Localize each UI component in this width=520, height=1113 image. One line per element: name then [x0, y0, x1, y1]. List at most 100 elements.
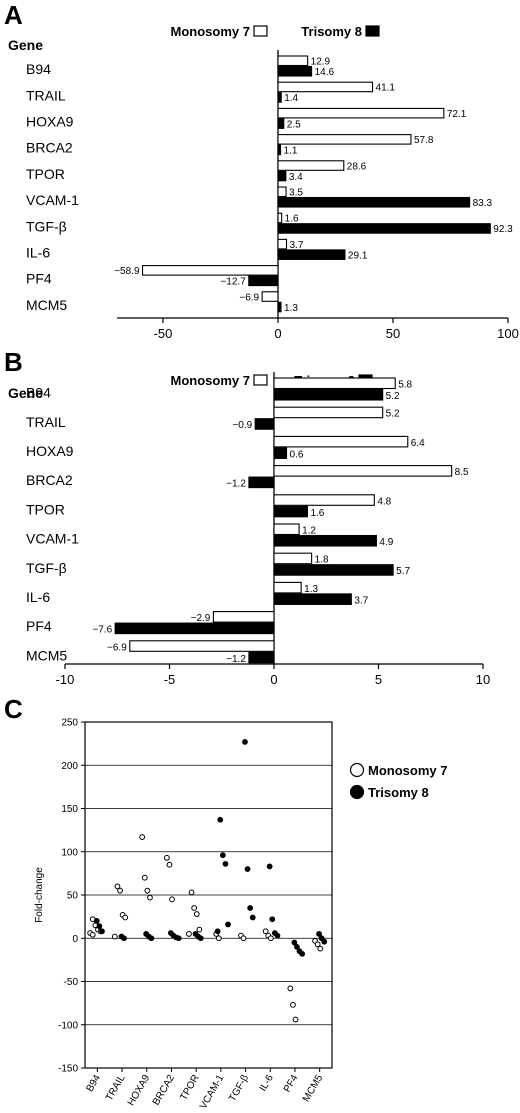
bar-trisomy — [248, 651, 275, 664]
point-trisomy — [222, 860, 229, 867]
point-trisomy — [266, 863, 273, 870]
x-tick-label: 100 — [497, 326, 519, 341]
bar-trisomy — [273, 447, 288, 459]
data-label: 6.4 — [411, 438, 425, 449]
bar-trisomy — [273, 564, 394, 576]
point-monosomy — [317, 945, 324, 952]
data-label: 41.1 — [376, 83, 396, 94]
x-tick-label: 0 — [270, 672, 277, 687]
data-label: 72.1 — [447, 109, 467, 120]
data-label: 2.5 — [287, 119, 301, 130]
point-monosomy — [147, 894, 153, 901]
data-label: −7.6 — [92, 625, 112, 636]
data-label: −6.9 — [107, 642, 127, 653]
category-label: TRAIL — [104, 1073, 128, 1103]
y-axis-label: Fold-change — [34, 867, 45, 923]
data-label: 1.2 — [302, 526, 316, 537]
y-tick-label: 100 — [61, 847, 78, 858]
gene-label: HOXA9 — [26, 114, 74, 130]
data-label: 3.7 — [354, 595, 368, 606]
gene-label: TPOR — [26, 166, 65, 182]
data-label: 4.9 — [379, 537, 393, 548]
y-tick-label: 150 — [61, 804, 78, 815]
data-label: 0.6 — [290, 449, 304, 460]
y-tick-label: 50 — [67, 891, 79, 902]
point-trisomy — [249, 914, 256, 921]
gene-label: VCAM-1 — [26, 192, 79, 208]
point-trisomy — [96, 923, 103, 930]
data-label: 1.1 — [284, 146, 298, 157]
gene-label: VCAM-1 — [26, 531, 79, 547]
bar-monosomy — [141, 265, 279, 276]
data-label: 8.5 — [455, 467, 469, 478]
gene-label: TRAIL — [26, 87, 66, 103]
point-monosomy — [191, 905, 198, 911]
data-label: 29.1 — [348, 250, 368, 261]
data-label: 5.2 — [386, 409, 400, 420]
data-label: −1.2 — [226, 654, 246, 665]
point-trisomy — [316, 931, 322, 937]
bar-trisomy — [277, 118, 285, 129]
point-monosomy — [287, 985, 294, 992]
data-label: 1.8 — [315, 555, 329, 566]
point-monosomy — [193, 911, 200, 917]
y-tick-label: 250 — [61, 718, 78, 729]
data-label: 4.8 — [377, 496, 391, 507]
y-tick-label: -100 — [58, 1020, 78, 1031]
gene-label: TRAIL — [26, 414, 66, 430]
point-trisomy — [291, 939, 298, 946]
point-trisomy — [93, 918, 100, 924]
data-label: −58.9 — [114, 266, 140, 277]
data-label: 57.8 — [414, 135, 434, 146]
gene-label: TPOR — [26, 501, 65, 517]
point-monosomy — [89, 931, 96, 938]
category-label: BRCA2 — [151, 1073, 177, 1108]
gene-header: Gene — [8, 385, 43, 401]
point-trisomy — [294, 944, 300, 950]
point-monosomy — [169, 896, 175, 903]
data-label: 5.7 — [396, 566, 410, 577]
legend-trisomy-label: Trisomy 8 — [368, 785, 429, 800]
y-tick-label: -50 — [64, 977, 79, 988]
point-trisomy — [274, 932, 281, 939]
category-label: TGF-β — [227, 1073, 251, 1104]
data-label: 83.3 — [473, 198, 493, 209]
gene-label: HOXA9 — [26, 443, 74, 459]
point-trisomy — [299, 950, 306, 957]
bar-trisomy — [114, 622, 275, 635]
point-monosomy — [314, 941, 321, 948]
data-label: 14.6 — [315, 67, 335, 78]
data-label: −12.7 — [220, 277, 246, 288]
x-tick-label: 10 — [476, 672, 490, 687]
point-monosomy — [166, 861, 173, 868]
y-tick-label: -150 — [58, 1064, 78, 1075]
category-label: IL-6 — [258, 1073, 276, 1094]
legend-monosomy-swatch — [253, 374, 268, 386]
bar-trisomy — [273, 534, 377, 547]
data-label: 3.5 — [289, 188, 303, 199]
bar-monosomy — [277, 160, 345, 171]
bar-trisomy — [248, 275, 279, 287]
gene-label: B94 — [26, 61, 51, 77]
legend-monosomy-label: Monosomy 7 — [171, 373, 250, 388]
legend-monosomy-swatch — [253, 25, 268, 37]
panel-letter-c: C — [4, 694, 23, 724]
bar-monosomy — [277, 212, 283, 224]
category-label: HOXA9 — [126, 1073, 153, 1108]
bar-trisomy — [277, 249, 346, 260]
legend-trisomy-swatch — [365, 25, 380, 37]
point-monosomy — [240, 935, 247, 942]
bar-monosomy — [273, 581, 302, 594]
bar-monosomy — [273, 435, 409, 448]
bar-trisomy — [277, 196, 471, 208]
point-monosomy — [290, 1001, 296, 1008]
point-trisomy — [219, 852, 226, 859]
bar-monosomy — [273, 552, 313, 565]
data-label: 5.8 — [398, 380, 412, 391]
point-trisomy — [175, 935, 182, 942]
gene-label: PF4 — [26, 618, 52, 634]
bar-trisomy — [277, 92, 282, 103]
bar-trisomy — [277, 170, 287, 182]
data-label: 1.6 — [310, 508, 324, 519]
